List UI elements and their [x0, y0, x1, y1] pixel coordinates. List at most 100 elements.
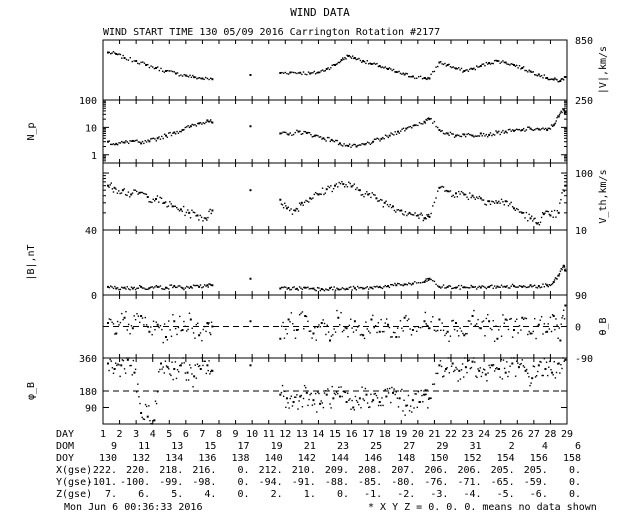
data-point — [399, 320, 402, 322]
data-point — [542, 213, 545, 216]
data-point — [362, 143, 365, 145]
data-point — [203, 284, 206, 286]
data-point — [127, 191, 130, 193]
table-cell-day: 26 — [511, 429, 523, 440]
data-point — [296, 208, 299, 210]
data-point — [140, 191, 142, 194]
data-point — [119, 375, 121, 378]
data-point — [553, 360, 555, 363]
data-point — [479, 197, 482, 200]
data-point — [348, 399, 350, 401]
data-point — [464, 135, 467, 138]
data-point — [289, 71, 292, 74]
data-point — [303, 286, 305, 289]
table-cell-day: 9 — [233, 429, 239, 440]
data-point — [120, 192, 123, 194]
data-point — [118, 142, 120, 144]
data-point — [448, 63, 450, 66]
data-point — [551, 125, 554, 128]
data-point — [147, 139, 149, 141]
table-cell-z: 0. — [569, 489, 581, 500]
data-point — [359, 59, 362, 62]
data-point — [138, 396, 140, 398]
data-point — [183, 73, 185, 76]
data-point — [192, 74, 194, 77]
data-point — [561, 78, 563, 80]
data-point — [176, 206, 178, 209]
data-point — [168, 320, 170, 322]
data-point — [318, 324, 320, 326]
data-point — [383, 137, 385, 140]
data-point — [347, 392, 349, 394]
data-point — [514, 375, 517, 377]
data-point — [489, 63, 492, 65]
data-point — [527, 372, 529, 375]
data-point — [202, 286, 204, 288]
data-point — [557, 211, 560, 214]
data-point — [122, 54, 124, 57]
data-point — [485, 204, 488, 206]
data-point — [130, 325, 133, 327]
data-point — [354, 395, 357, 398]
data-point — [358, 144, 361, 146]
data-point — [409, 282, 411, 285]
data-point — [445, 287, 448, 289]
data-point — [291, 213, 294, 215]
data-point — [525, 286, 528, 289]
data-point — [314, 191, 317, 194]
data-point — [537, 73, 540, 76]
data-point — [129, 289, 131, 291]
data-point — [473, 309, 475, 312]
data-point — [532, 365, 535, 367]
data-point — [387, 392, 390, 394]
data-point — [162, 202, 164, 204]
data-point — [441, 185, 443, 188]
data-point — [503, 322, 506, 324]
data-point — [112, 372, 115, 374]
data-point — [163, 323, 166, 325]
table-cell-dom: 25 — [370, 441, 382, 452]
data-point — [141, 416, 143, 419]
data-point — [370, 318, 373, 321]
data-point — [564, 269, 567, 272]
data-point — [487, 136, 489, 138]
data-point — [295, 396, 297, 398]
data-point — [312, 332, 315, 335]
table-cell-dom: 27 — [403, 441, 415, 452]
data-point — [199, 332, 202, 334]
data-point — [498, 368, 501, 370]
data-point — [425, 217, 427, 220]
data-point — [293, 286, 295, 288]
data-point — [378, 401, 381, 403]
data-point — [380, 318, 382, 321]
data-point — [441, 63, 443, 65]
data-point — [396, 71, 399, 73]
data-point — [151, 286, 153, 288]
y-tick-label: -90 — [575, 354, 593, 365]
table-cell-z: 2. — [271, 489, 283, 500]
data-point — [161, 135, 163, 138]
data-point — [470, 134, 472, 136]
data-point — [502, 201, 504, 203]
data-point — [141, 140, 144, 143]
data-point — [363, 61, 366, 63]
data-point — [435, 283, 437, 286]
data-point — [562, 79, 565, 81]
data-point — [387, 136, 390, 139]
data-point — [535, 74, 537, 76]
data-point — [397, 406, 400, 408]
data-point — [127, 323, 130, 326]
data-point — [424, 279, 427, 282]
data-point — [211, 209, 214, 212]
data-point — [142, 418, 145, 420]
data-point — [156, 195, 159, 197]
table-cell-doy: 144 — [331, 453, 349, 464]
data-point — [117, 363, 119, 365]
data-point — [116, 192, 119, 194]
data-point — [164, 286, 167, 289]
data-point — [438, 318, 441, 321]
data-point — [288, 407, 290, 409]
data-point — [457, 380, 459, 382]
data-point — [131, 374, 133, 376]
data-point — [475, 65, 478, 67]
